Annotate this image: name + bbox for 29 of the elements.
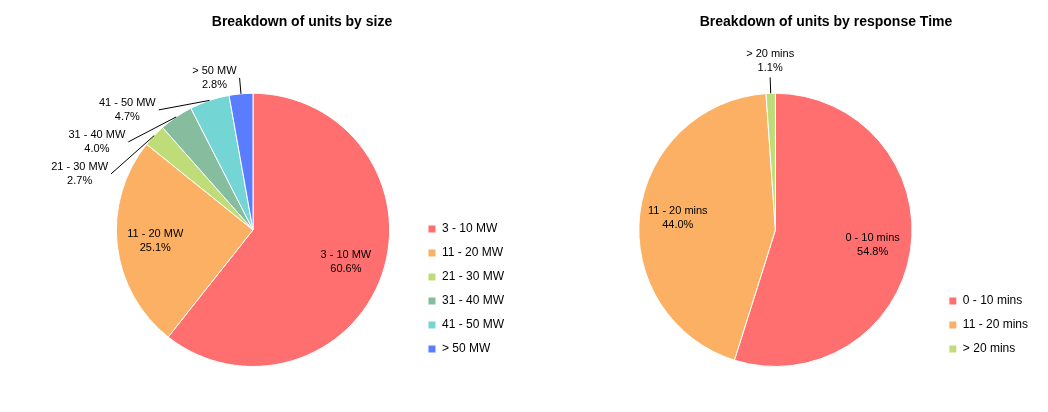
slice-label: 41 - 50 MW <box>98 95 157 108</box>
legend-label: 41 - 50 MW <box>441 317 505 332</box>
slice-label: > 50 MW <box>192 63 238 76</box>
slice-label: 0 - 10 mins <box>845 230 901 243</box>
slice-label: 3 - 10 MW <box>320 248 372 261</box>
legend-label: 11 - 20 mins <box>962 317 1028 332</box>
legend-label: 3 - 10 MW <box>441 221 498 236</box>
data-label: 25.1% <box>139 240 172 253</box>
legend-label: 11 - 20 MW <box>441 245 504 260</box>
chart-title: Breakdown of units by response Time <box>699 13 953 30</box>
data-label: 44.0% <box>662 218 694 231</box>
data-label: 1.1% <box>757 61 783 74</box>
slice-label: 31 - 40 MW <box>68 127 126 140</box>
data-label: 2.7% <box>67 173 93 186</box>
data-label: 60.6% <box>330 262 362 275</box>
chart-title: Breakdown of units by size <box>211 13 393 30</box>
slice-label: 21 - 30 MW <box>51 159 109 172</box>
slice-label: 11 - 20 MW <box>127 226 184 239</box>
legend-label: 31 - 40 MW <box>441 293 505 308</box>
legend-label: 0 - 10 mins <box>962 293 1023 308</box>
data-label: 54.8% <box>857 244 889 257</box>
legend-label: > 50 MW <box>441 341 491 356</box>
slice-label: 11 - 20 mins <box>647 204 709 217</box>
data-label: 2.8% <box>201 77 228 90</box>
data-label: 4.7% <box>114 109 141 122</box>
data-label: 4.0% <box>84 141 110 154</box>
legend-label: > 20 mins <box>962 341 1016 356</box>
slice-label: > 20 mins <box>746 47 795 60</box>
legend-label: 21 - 30 MW <box>441 269 505 284</box>
